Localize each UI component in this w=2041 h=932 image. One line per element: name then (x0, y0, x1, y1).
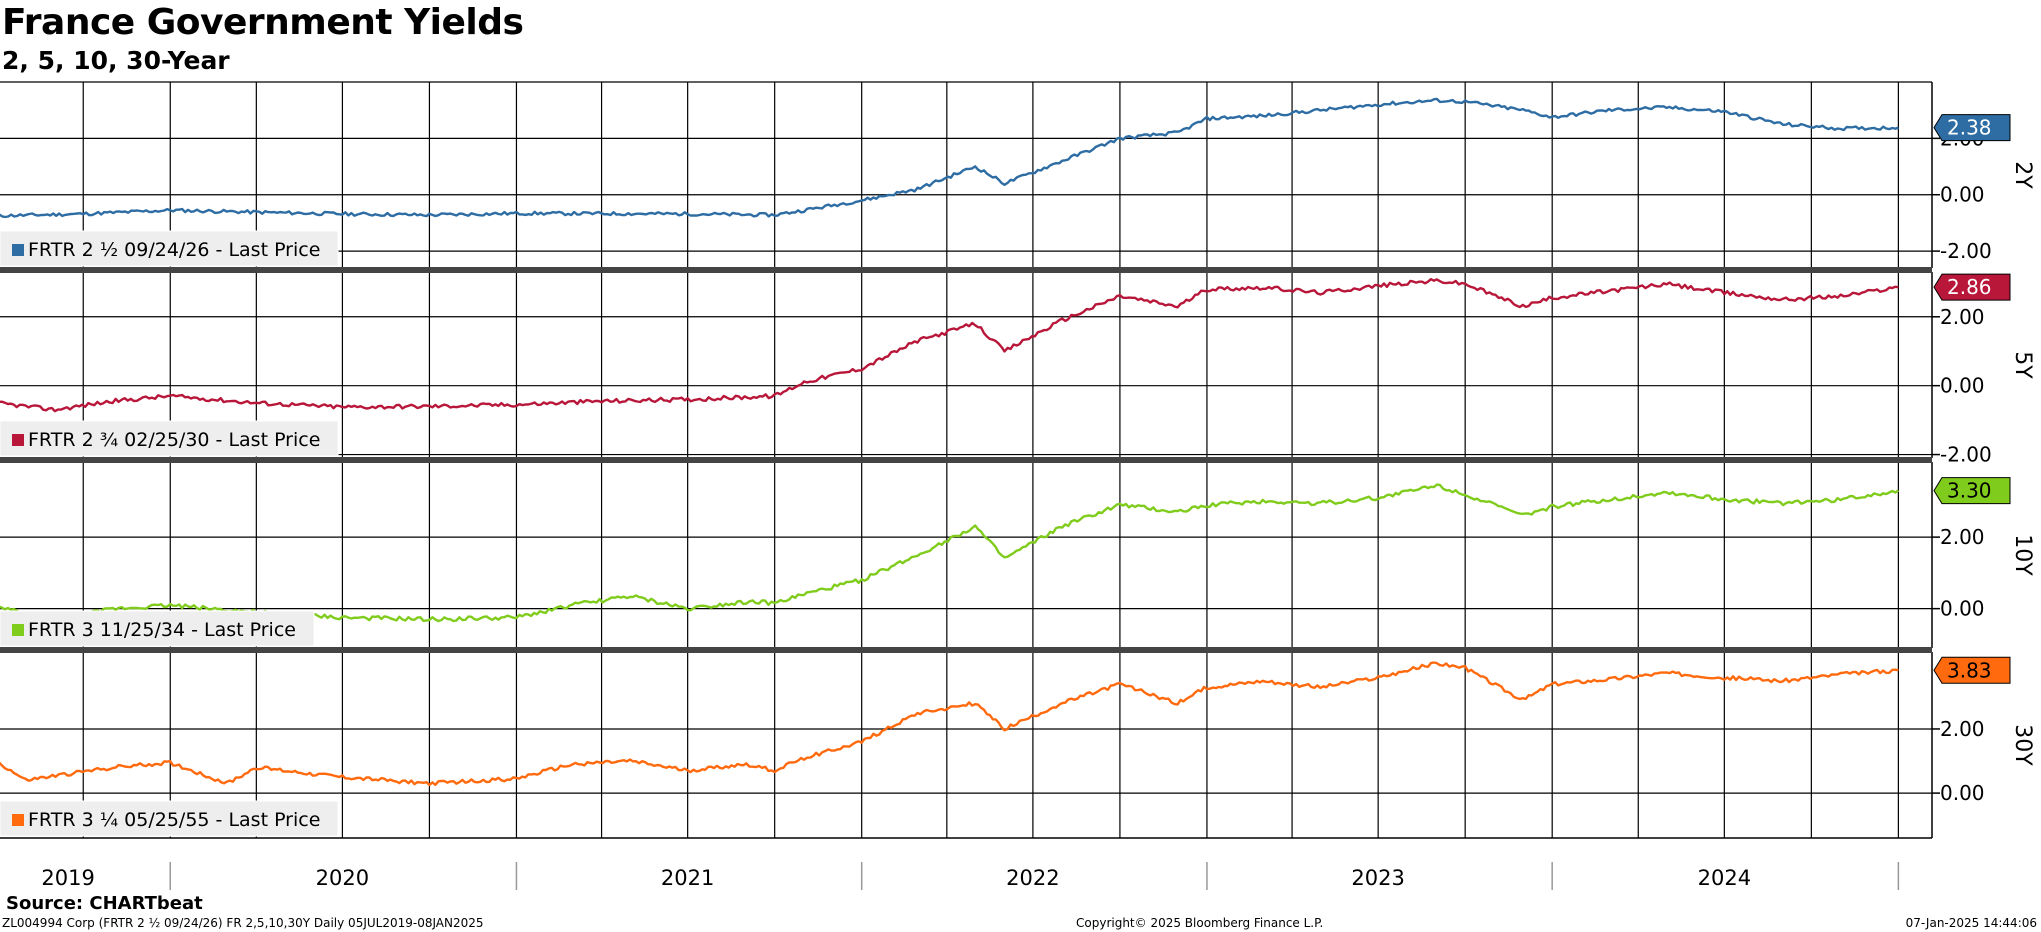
series-line-10y (0, 483, 1900, 624)
panel-label: 2Y (2010, 161, 2035, 189)
last-value-tag (1933, 477, 2011, 505)
legend-label: FRTR 3 11/25/34 - Last Price (28, 619, 296, 641)
panel-label: 30Y (2010, 724, 2035, 766)
last-value-label: 2.86 (1947, 275, 1992, 299)
footer-copyright: Copyright© 2025 Bloomberg Finance L.P. (1076, 916, 1324, 930)
footer-timestamp: 07-Jan-2025 14:44:06 (1905, 916, 2037, 930)
last-value-tag (1933, 273, 2011, 301)
y-tick-label: -2.00 (1940, 443, 1992, 467)
legend: FRTR 3 ¼ 05/25/55 - Last Price (0, 800, 339, 837)
last-value-label: 3.83 (1947, 658, 1992, 682)
y-tick-label: 0.00 (1940, 781, 1985, 805)
footer-security-info: ZL004994 Corp (FRTR 2 ½ 09/24/26) FR 2,5… (2, 916, 484, 930)
panel-separator (0, 647, 1932, 653)
x-tick-label: 2019 (41, 866, 94, 890)
x-tick-label: 2024 (1698, 866, 1751, 890)
legend-swatch (12, 814, 24, 826)
panel-5y: 2.00 0.00 -2.00 2.86 5Y FRTR 2 ¾ 02/25/30 - L… (0, 272, 2035, 467)
series-line-5y (0, 278, 1899, 413)
legend-background (0, 230, 339, 267)
y-tick-label: 2.00 (1940, 717, 1985, 741)
y-tick-label: 0.00 (1940, 374, 1985, 398)
y-tick-label: -2.00 (1940, 239, 1992, 263)
legend-swatch (12, 624, 24, 636)
y-tick-label: 2.00 (1940, 305, 1985, 329)
legend-background (0, 420, 339, 457)
x-tick-label: 2022 (1006, 866, 1059, 890)
x-tick-label: 2020 (316, 866, 369, 890)
chart-subtitle: 2, 5, 10, 30-Year (2, 46, 230, 75)
series-line-30y (0, 661, 1899, 787)
panel-label: 5Y (2010, 351, 2035, 379)
y-tick-label: 0.00 (1940, 597, 1985, 621)
last-value-tag (1933, 656, 2011, 684)
legend: FRTR 3 11/25/34 - Last Price (0, 610, 315, 647)
panel-separator (0, 457, 1932, 463)
legend-swatch (12, 244, 24, 256)
panel-separator (0, 267, 1932, 273)
series-line-2y (0, 97, 1899, 219)
x-tick-label: 2023 (1351, 866, 1404, 890)
y-tick-label: 0.00 (1940, 183, 1985, 207)
panel-30y: 2.00 0.00 3.83 30Y FRTR 3 ¼ 05/25/55 - Last … (0, 652, 2035, 838)
source-note: Source: CHARTbeat (6, 893, 203, 914)
legend-background (0, 610, 315, 647)
legend-swatch (12, 434, 24, 446)
panel-label: 10Y (2010, 534, 2035, 576)
legend-label: FRTR 3 ¼ 05/25/55 - Last Price (28, 809, 320, 831)
chart-title: France Government Yields (2, 2, 524, 43)
x-tick-label: 2021 (661, 866, 714, 890)
last-value-label: 2.38 (1947, 116, 1992, 140)
x-axis: 2019 2020 2021 2022 2023 2024 (0, 837, 1932, 890)
legend-label: FRTR 2 ¾ 02/25/30 - Last Price (28, 429, 320, 451)
legend-background (0, 800, 339, 837)
y-tick-label: 2.00 (1940, 525, 1985, 549)
legend: FRTR 2 ½ 09/24/26 - Last Price (0, 230, 339, 267)
legend-label: FRTR 2 ½ 09/24/26 - Last Price (28, 239, 320, 261)
last-value-tag (1933, 114, 2011, 142)
panel-10y: 2.00 0.00 3.30 10Y FRTR 3 11/25/34 - Last Pr… (0, 462, 2035, 648)
legend: FRTR 2 ¾ 02/25/30 - Last Price (0, 420, 339, 457)
last-value-label: 3.30 (1947, 479, 1992, 503)
